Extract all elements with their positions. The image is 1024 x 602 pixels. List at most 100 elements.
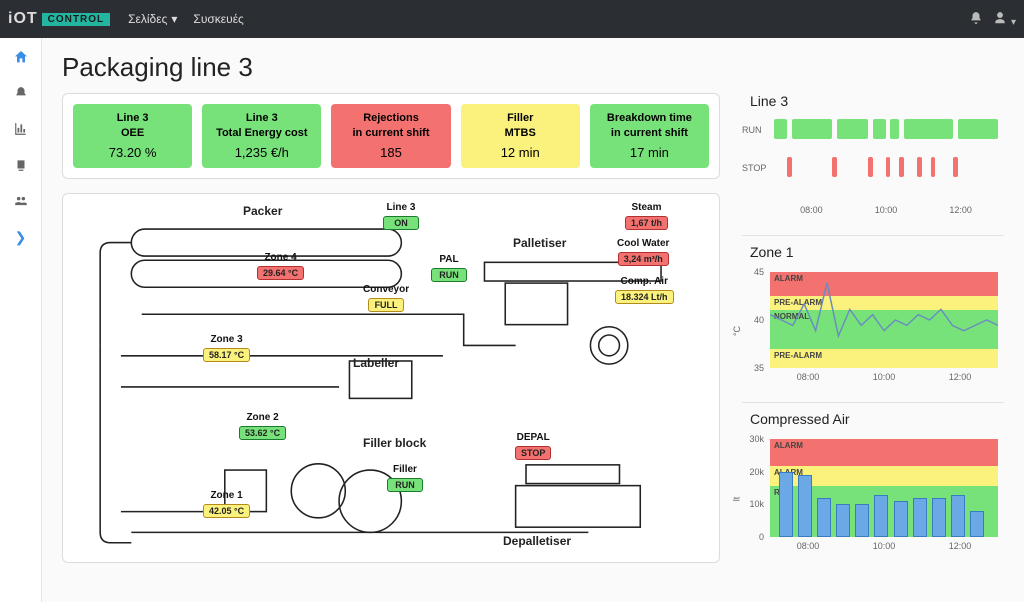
tag-value: RUN — [387, 478, 423, 492]
bell-icon[interactable] — [969, 11, 983, 28]
kpi-card[interactable]: Breakdown time in current shift 17 min — [590, 104, 709, 168]
tag-title: Line 3 — [383, 202, 419, 213]
brand-control: CONTROL — [42, 13, 110, 26]
diagram-tag-zone1[interactable]: Zone 1 42.05 °C — [203, 490, 250, 519]
tag-title: DEPAL — [515, 432, 551, 443]
diagram-tag-zone3[interactable]: Zone 3 58.17 °C — [203, 334, 250, 363]
kpi-title: Breakdown time — [596, 112, 703, 125]
tag-title: PAL — [431, 254, 467, 265]
tag-title: Comp. Air — [615, 276, 674, 287]
diagram-section-label: Packer — [243, 204, 282, 218]
gantt-xtick: 08:00 — [800, 205, 823, 219]
tag-value: STOP — [515, 446, 551, 460]
zone1-title: Zone 1 — [742, 244, 1004, 260]
brand: iOT CONTROL — [8, 10, 110, 28]
gantt-stop-segment — [886, 157, 890, 177]
rail-expand-icon[interactable]: ❯ — [12, 228, 30, 246]
diagram-section-label: Palletiser — [513, 236, 566, 250]
kpi-value: 1,235 €/h — [208, 145, 315, 160]
kpi-sub: in current shift — [596, 127, 703, 139]
gantt-stop-segment — [953, 157, 957, 177]
air-bar — [817, 498, 831, 537]
tag-title: Conveyor — [363, 284, 409, 295]
air-ytick: 10k — [749, 499, 764, 509]
zone1-card: Zone 1 354045 ALARMPRE-ALARMNORMALPRE-AL… — [742, 244, 1004, 386]
kpi-title: Line 3 — [79, 112, 186, 125]
rail-home-icon[interactable] — [12, 48, 30, 66]
gantt-card: Line 3 RUN STOP 08:0010:0012:00 — [742, 93, 1004, 219]
diagram-tag-compair[interactable]: Comp. Air 18.324 Lt/h — [615, 276, 674, 305]
gantt-xtick: 12:00 — [949, 205, 972, 219]
topnav: iOT CONTROL Σελίδες ▾ Συσκευές ▾ — [0, 0, 1024, 38]
kpi-card[interactable]: Line 3 OEE 73.20 % — [73, 104, 192, 168]
gantt-run-segment — [904, 119, 953, 139]
zone1-line — [770, 272, 998, 368]
diagram-section-label: Labeller — [353, 356, 399, 370]
tag-value: 53.62 °C — [239, 426, 286, 440]
air-card: Compressed Air 010k20k30k ALARMALARMRM 0… — [742, 411, 1004, 555]
tag-value: 1,67 t/h — [625, 216, 668, 230]
air-bar — [779, 472, 793, 537]
gantt-run-segment — [890, 119, 899, 139]
chevron-down-icon: ▾ — [171, 12, 177, 26]
rail-chart-icon[interactable] — [12, 120, 30, 138]
diagram-tag-zone4[interactable]: Zone 4 29.64 °C — [257, 252, 304, 281]
main: Packaging line 3 Line 3 OEE 73.20 % Line… — [42, 38, 1024, 602]
tag-title: Zone 2 — [239, 412, 286, 423]
page-title: Packaging line 3 — [62, 52, 1004, 83]
kpi-title: Filler — [467, 112, 574, 125]
air-xtick: 10:00 — [873, 541, 896, 555]
diagram-tag-line3-status[interactable]: Line 3 ON — [383, 202, 419, 231]
kpi-card[interactable]: Rejections in current shift 185 — [331, 104, 450, 168]
air-bar — [970, 511, 984, 537]
diagram-tag-pal[interactable]: PAL RUN — [431, 254, 467, 283]
tag-title: Cool Water — [617, 238, 669, 249]
gantt-run-segment — [792, 119, 832, 139]
rail-bell-icon[interactable] — [12, 84, 30, 102]
zone1-ytick: 40 — [754, 315, 764, 325]
tag-title: Zone 4 — [257, 252, 304, 263]
diagram-tag-zone2[interactable]: Zone 2 53.62 °C — [239, 412, 286, 441]
diagram-tag-coolwater[interactable]: Cool Water 3,24 m³/h — [617, 238, 669, 267]
kpi-card[interactable]: Filler MTBS 12 min — [461, 104, 580, 168]
diagram-tag-conveyor[interactable]: Conveyor FULL — [363, 284, 409, 313]
diagram-tag-steam[interactable]: Steam 1,67 t/h — [625, 202, 668, 231]
gantt-stop-segment — [787, 157, 791, 177]
kpi-title: Line 3 — [208, 112, 315, 125]
air-ytick: 0 — [759, 532, 764, 542]
diagram-tag-depal[interactable]: DEPAL STOP — [515, 432, 551, 461]
diagram-tag-filler[interactable]: Filler RUN — [387, 464, 423, 493]
kpi-card[interactable]: Line 3 Total Energy cost 1,235 €/h — [202, 104, 321, 168]
gantt-run-segment — [958, 119, 998, 139]
air-ytick: 20k — [749, 467, 764, 477]
kpi-title: Rejections — [337, 112, 444, 125]
air-bar — [798, 475, 812, 537]
zone1-xtick: 12:00 — [949, 372, 972, 386]
rail-users-icon[interactable] — [12, 192, 30, 210]
rail-device-icon[interactable] — [12, 156, 30, 174]
gantt-stop-label: STOP — [742, 163, 766, 173]
tag-value: 18.324 Lt/h — [615, 290, 674, 304]
air-bar — [874, 495, 888, 537]
leftrail: ❯ — [0, 38, 42, 602]
tag-value: RUN — [431, 268, 467, 282]
air-bar — [836, 504, 850, 537]
nav-devices[interactable]: Συσκευές — [193, 12, 243, 26]
air-band: ALARM — [770, 439, 998, 466]
tag-value: 3,24 m³/h — [618, 252, 669, 266]
tag-title: Zone 3 — [203, 334, 250, 345]
nav-pages[interactable]: Σελίδες ▾ — [128, 12, 177, 26]
kpi-sub: Total Energy cost — [208, 127, 315, 139]
diagram-section-label: Depalletiser — [503, 534, 571, 548]
diagram-section-label: Filler block — [363, 436, 426, 450]
kpi-strip: Line 3 OEE 73.20 % Line 3 Total Energy c… — [62, 93, 720, 179]
user-menu-icon[interactable]: ▾ — [993, 11, 1016, 28]
gantt-title: Line 3 — [742, 93, 1004, 109]
gantt-run-segment — [837, 119, 868, 139]
gantt-stop-segment — [931, 157, 935, 177]
gantt-run-segment — [774, 119, 787, 139]
gantt-stop-segment — [899, 157, 903, 177]
kpi-sub: OEE — [79, 127, 186, 139]
right-column: Line 3 RUN STOP 08:0010:0012:00 Zone 1 3… — [742, 93, 1004, 571]
tag-value: ON — [383, 216, 419, 230]
